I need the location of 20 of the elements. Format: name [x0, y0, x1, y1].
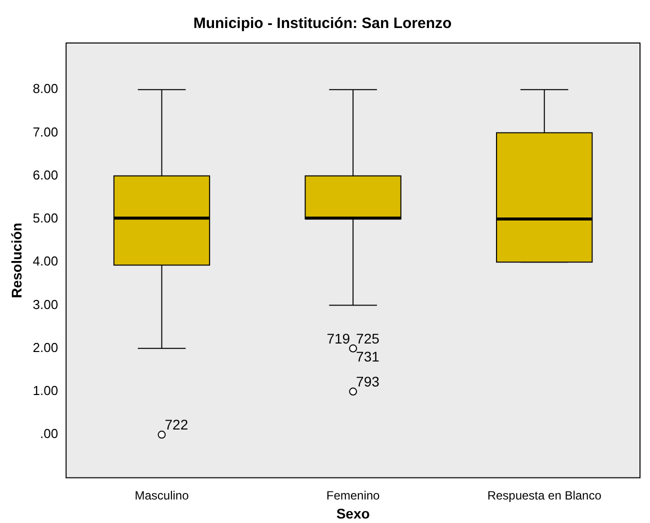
- y-tick-label: 3.00: [32, 296, 58, 312]
- x-tick-label: Femenino: [326, 488, 380, 502]
- y-tick-label: .00: [40, 426, 58, 442]
- y-tick-label: 2.00: [32, 340, 58, 355]
- y-axis-title: Resolución: [8, 222, 24, 298]
- annotation: 731: [356, 348, 380, 364]
- x-tick-label: Respuesta en Blanco: [487, 488, 602, 502]
- y-tick-label: 4.00: [32, 254, 58, 269]
- x-axis-title: Sexo: [336, 505, 370, 522]
- annotation: 722: [164, 416, 188, 433]
- annotation: 793: [356, 373, 380, 390]
- y-tick-label: 5.00: [32, 210, 58, 226]
- y-tick-label: 8.00: [32, 81, 58, 96]
- y-tick-label: 1.00: [32, 383, 58, 398]
- annotation: 719: [326, 330, 350, 346]
- y-tick-label: 6.00: [32, 167, 58, 182]
- x-tick-label: Masculino: [134, 488, 190, 502]
- annotation: 725: [356, 330, 380, 346]
- y-tick-label: 7.00: [32, 124, 58, 140]
- chart-title: Municipio - Institución: San Lorenzo: [193, 15, 452, 32]
